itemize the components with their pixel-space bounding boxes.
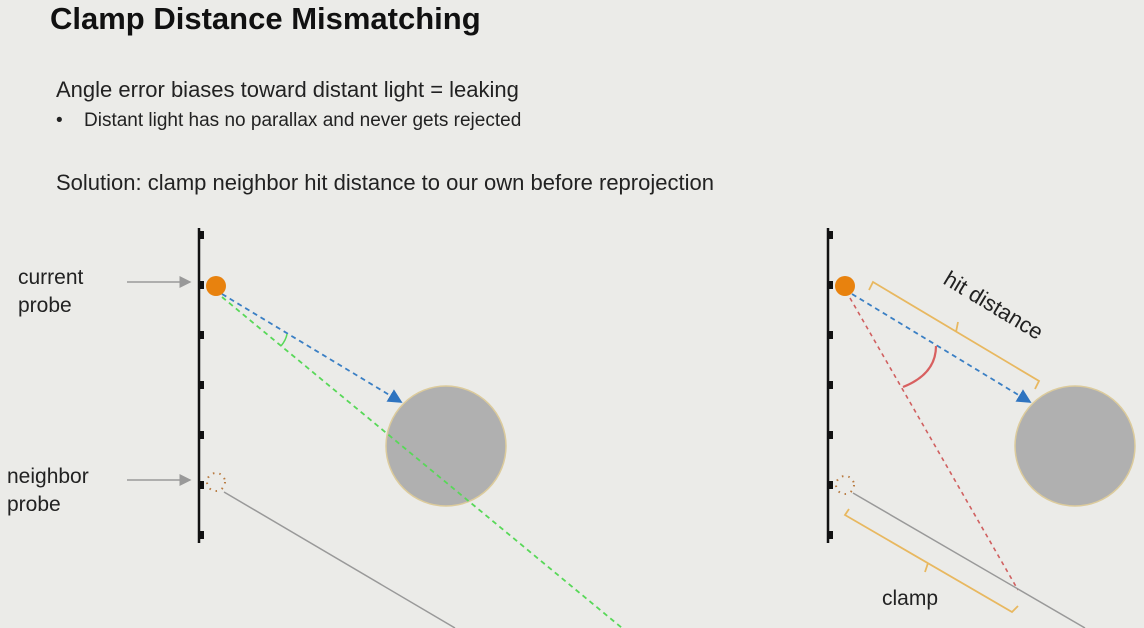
current-probe-icon [835, 276, 855, 296]
probe-ticks [199, 231, 204, 539]
right-diagram: hit distance clamp [826, 228, 1136, 628]
probe-ticks [828, 231, 833, 539]
current-probe-icon [206, 276, 226, 296]
occluder-sphere [1014, 385, 1136, 507]
label-hit-distance: hit distance [939, 266, 1047, 345]
clamped-ray [849, 297, 1019, 591]
neighbor-ray [852, 492, 1086, 628]
angle-error-arc [280, 333, 288, 347]
neighbor-probe-icon [206, 472, 226, 492]
hit-ray [221, 293, 403, 403]
clamp-bracket [843, 508, 1019, 614]
occluder-sphere [385, 385, 507, 507]
neighbor-ray [223, 491, 456, 628]
hit-ray [851, 293, 1032, 403]
label-current: current [18, 266, 84, 289]
solution-text: Solution: clamp neighbor hit distance to… [56, 170, 714, 195]
neighbor-probe-icon [835, 475, 855, 495]
label-neighbor: neighbor [7, 465, 89, 488]
label-neighbor-probe: probe [7, 493, 61, 516]
label-current-probe: probe [18, 294, 72, 317]
hit-distance-bracket [868, 280, 1041, 390]
label-clamp: clamp [882, 587, 938, 610]
angle-arc [902, 345, 938, 389]
leak-ray [221, 296, 623, 628]
left-diagram: current probe neighbor probe [7, 228, 623, 628]
bullet-marker: • [56, 110, 63, 131]
bullet-text: Distant light has no parallax and never … [84, 110, 522, 131]
slide-title: Clamp Distance Mismatching [50, 1, 481, 36]
bullet-item: • Distant light has no parallax and never… [56, 110, 521, 132]
statement: Angle error biases toward distant light … [56, 77, 519, 102]
